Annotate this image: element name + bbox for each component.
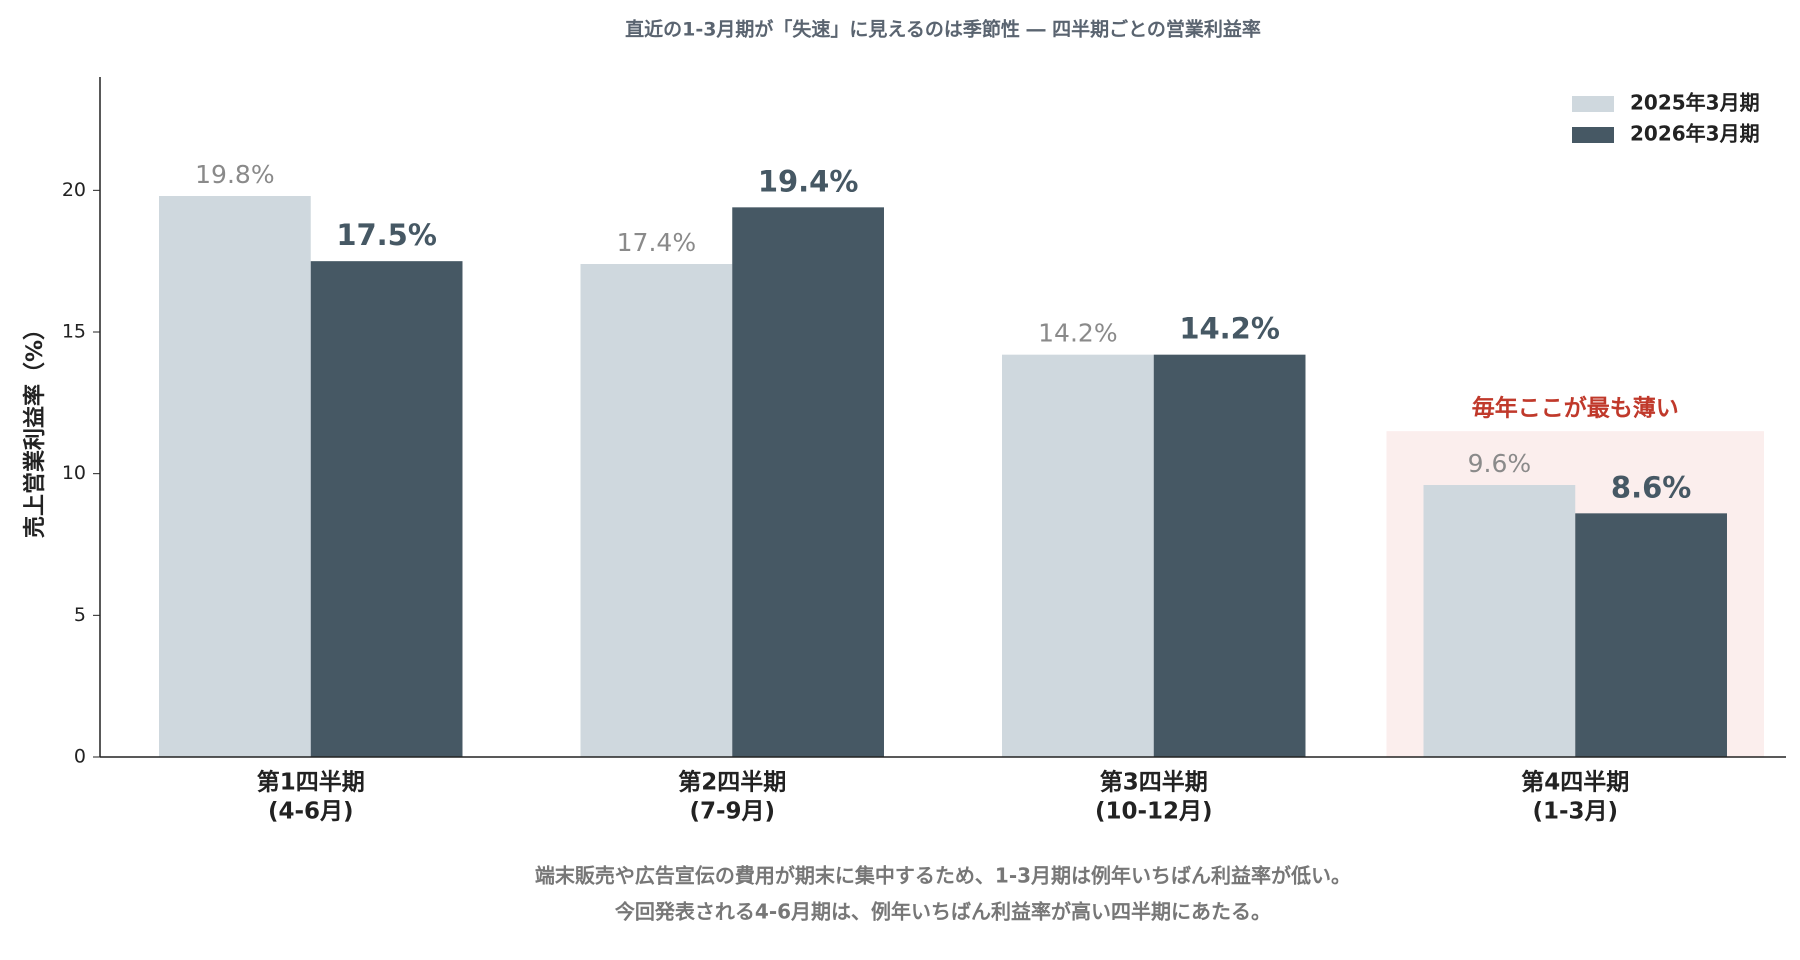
bar	[159, 196, 311, 757]
y-tick-label: 10	[62, 462, 86, 484]
x-tick-label: 第1四半期	[257, 769, 365, 796]
value-label: 9.6%	[1468, 449, 1532, 478]
x-tick-label: (7-9月)	[689, 799, 775, 825]
value-label: 14.2%	[1038, 319, 1117, 348]
value-label: 17.4%	[617, 228, 696, 257]
legend-label: 2026年3月期	[1630, 122, 1760, 146]
legend-swatch	[1572, 96, 1614, 112]
x-tick-label: 第4四半期	[1521, 769, 1629, 796]
x-tick-label: (10-12月)	[1095, 799, 1213, 825]
x-tick-label: 第2四半期	[678, 769, 786, 796]
bar	[1575, 513, 1727, 757]
bar	[580, 264, 733, 757]
y-tick-label: 15	[62, 321, 86, 343]
chart-title: 直近の1-3月期が「失速」に見えるのは季節性 ― 四半期ごとの営業利益率	[625, 18, 1261, 41]
value-label: 17.5%	[336, 218, 437, 252]
bar	[310, 261, 463, 757]
value-label: 19.8%	[195, 160, 274, 189]
value-label: 19.4%	[758, 164, 859, 198]
value-label: 14.2%	[1179, 312, 1280, 346]
y-tick-label: 5	[74, 604, 86, 626]
legend-swatch	[1572, 127, 1614, 143]
x-tick-label: (4-6月)	[268, 799, 354, 825]
y-tick-label: 0	[74, 746, 86, 768]
bar	[732, 207, 884, 758]
annotation: 毎年ここが最も薄い	[1472, 395, 1679, 422]
y-axis-label: 売上営業利益率（%）	[22, 318, 48, 538]
footnote: 今回発表される4-6月期は、例年いちばん利益率が高い四半期にあたる。	[615, 900, 1271, 924]
value-label: 8.6%	[1611, 470, 1691, 504]
bar	[1002, 354, 1154, 757]
bar	[1153, 354, 1306, 757]
bar	[1423, 485, 1576, 757]
y-tick-label: 20	[62, 179, 86, 201]
x-tick-label: (1-3月)	[1532, 799, 1618, 825]
footnote: 端末販売や広告宣伝の費用が期末に集中するため、1-3月期は例年いちばん利益率が低…	[535, 864, 1351, 888]
x-tick-label: 第3四半期	[1100, 769, 1208, 796]
legend-label: 2025年3月期	[1630, 91, 1760, 115]
